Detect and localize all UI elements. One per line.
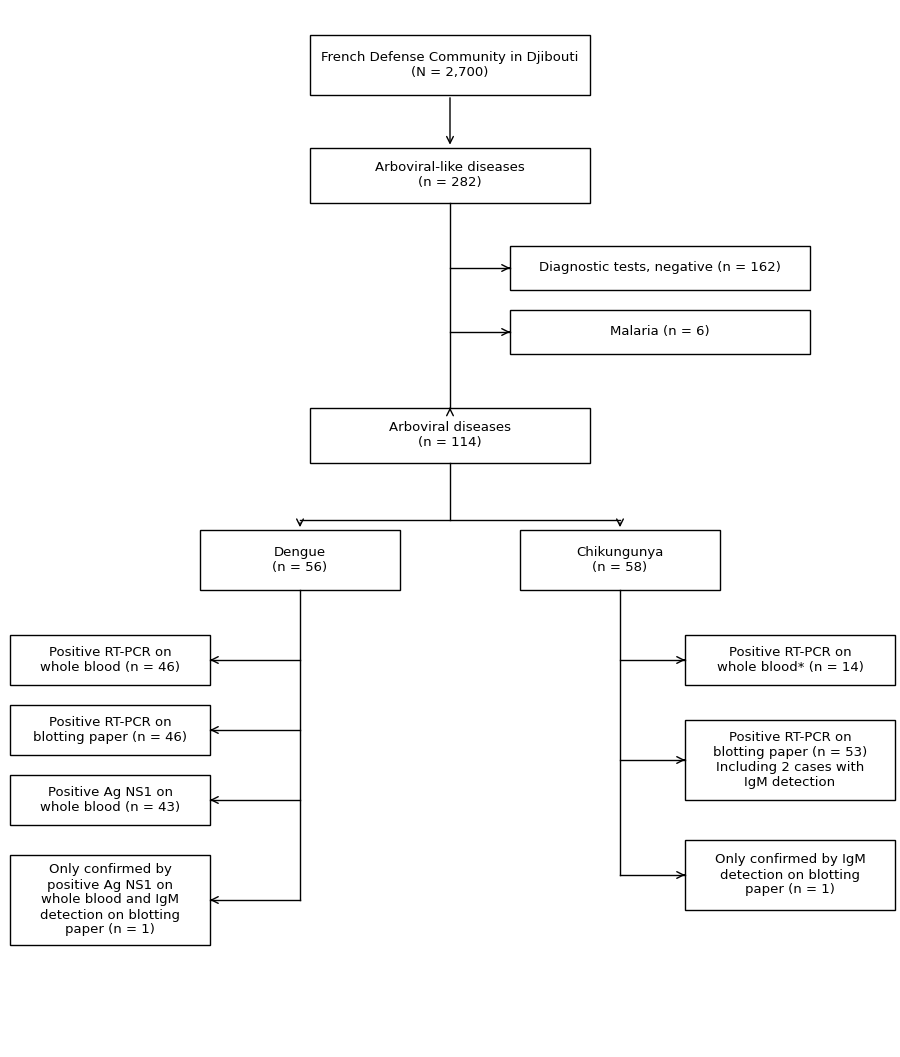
Text: Positive RT-PCR on
whole blood (n = 46): Positive RT-PCR on whole blood (n = 46) <box>40 646 180 674</box>
Bar <box>200 530 400 590</box>
Bar <box>10 705 210 755</box>
Bar <box>310 148 590 203</box>
Text: Positive Ag NS1 on
whole blood (n = 43): Positive Ag NS1 on whole blood (n = 43) <box>40 786 180 814</box>
Bar <box>685 840 895 910</box>
Bar <box>10 635 210 685</box>
Text: Diagnostic tests, negative (n = 162): Diagnostic tests, negative (n = 162) <box>539 261 781 275</box>
Bar <box>685 635 895 685</box>
Text: Dengue
(n = 56): Dengue (n = 56) <box>273 546 328 574</box>
Text: French Defense Community in Djibouti
(N = 2,700): French Defense Community in Djibouti (N … <box>321 51 579 79</box>
Text: Only confirmed by IgM
detection on blotting
paper (n = 1): Only confirmed by IgM detection on blott… <box>715 853 866 896</box>
Bar <box>10 775 210 826</box>
Bar <box>510 310 810 354</box>
Bar <box>510 246 810 290</box>
Text: Only confirmed by
positive Ag NS1 on
whole blood and IgM
detection on blotting
p: Only confirmed by positive Ag NS1 on who… <box>40 864 180 937</box>
Text: Chikungunya
(n = 58): Chikungunya (n = 58) <box>576 546 663 574</box>
Bar <box>310 35 590 95</box>
Bar <box>310 408 590 463</box>
Text: Arboviral-like diseases
(n = 282): Arboviral-like diseases (n = 282) <box>375 161 525 189</box>
Text: Positive RT-PCR on
whole blood* (n = 14): Positive RT-PCR on whole blood* (n = 14) <box>716 646 863 674</box>
Bar <box>685 720 895 800</box>
Text: Positive RT-PCR on
blotting paper (n = 46): Positive RT-PCR on blotting paper (n = 4… <box>33 716 187 744</box>
Text: Arboviral diseases
(n = 114): Arboviral diseases (n = 114) <box>389 421 511 449</box>
Text: Malaria (n = 6): Malaria (n = 6) <box>610 326 710 338</box>
Bar <box>10 855 210 945</box>
Text: Positive RT-PCR on
blotting paper (n = 53)
Including 2 cases with
IgM detection: Positive RT-PCR on blotting paper (n = 5… <box>713 731 867 789</box>
Bar <box>520 530 720 590</box>
